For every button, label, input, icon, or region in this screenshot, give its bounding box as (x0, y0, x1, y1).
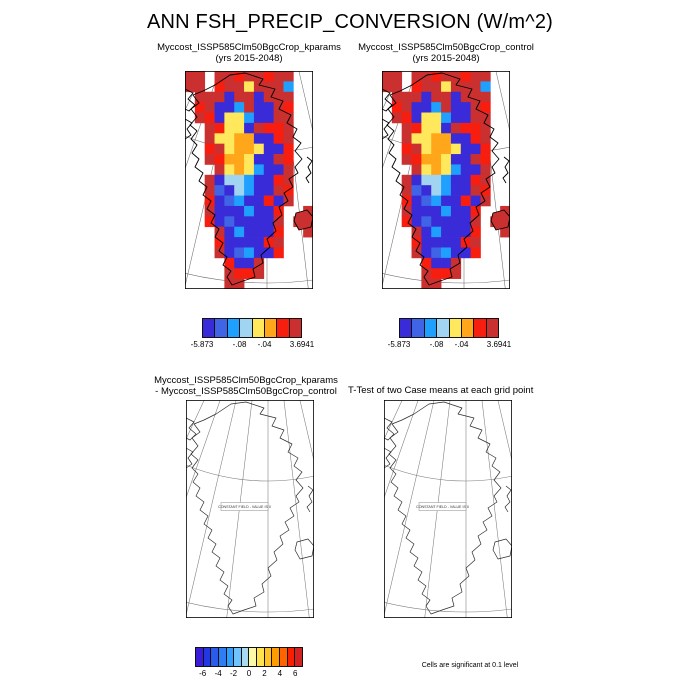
colorbar-upper-left: -5.873 -.08 -.04 3.6941 (191, 318, 315, 354)
map-frame (384, 400, 512, 618)
panel-title-upper-left-line1: Myccost_ISSP585Clm50BgcCrop_kparams (157, 42, 341, 53)
colorbar-segment (423, 318, 438, 338)
colorbar-tick-label: -.08 (232, 340, 247, 349)
colorbar-segment (251, 318, 265, 338)
colorbar-tick-label: -5.873 (387, 340, 411, 349)
colorbar-ticks: -5.873 -.08 -.04 3.6941 (191, 338, 315, 350)
colorbar-tick-label: -6 (199, 669, 207, 678)
colorbar-segment (411, 318, 425, 338)
panel-title-upper-right: Myccost_ISSP585Clm50BgcCrop_control (yrs… (336, 42, 556, 64)
colorbar-bottom: -6 -4 -2 0 2 4 6 (195, 647, 303, 683)
panel-title-upper-left: Myccost_ISSP585Clm50BgcCrop_kparams (yrs… (139, 42, 359, 64)
coastline (185, 72, 313, 286)
colorbar-ticks: -6 -4 -2 0 2 4 6 (195, 667, 303, 679)
colorbar-segment (485, 318, 499, 338)
colorbar-bar (202, 318, 302, 338)
colorbar-segment (263, 318, 278, 338)
data-cells (185, 71, 313, 289)
map-frame (185, 71, 313, 289)
colorbar-segment (460, 318, 475, 338)
colorbar-tick-label: -5.873 (190, 340, 214, 349)
colorbar-tick-label: -.08 (429, 340, 444, 349)
panel-title-lower-right: T-Test of two Case means at each grid po… (348, 385, 534, 396)
map-frame (186, 400, 314, 618)
colorbar-segment (399, 318, 413, 338)
panel-title-lower-left: Myccost_ISSP585Clm50BgcCrop_kparams - My… (135, 375, 357, 397)
colorbar-segment (276, 318, 290, 338)
colorbar-bar (399, 318, 499, 338)
colorbar-segment (436, 318, 450, 338)
coastline (186, 401, 314, 615)
map-frame (382, 71, 510, 289)
colorbar-segment (294, 647, 303, 667)
colorbar-tick-label: -4 (214, 669, 222, 678)
colorbar-tick-label: -2 (230, 669, 238, 678)
colorbar-tick-label: 4 (277, 669, 283, 678)
panel-title-lower-left-line2: - Myccost_ISSP585Clm50BgcCrop_control (155, 385, 337, 397)
panel-title-lower-left-line1: Myccost_ISSP585Clm50BgcCrop_kparams (154, 375, 338, 386)
graticule (384, 400, 512, 618)
data-cells (382, 71, 510, 289)
colorbar-tick-label: 6 (293, 669, 298, 678)
colorbar-bar (195, 647, 303, 667)
colorbar-tick-label: 2 (262, 669, 267, 678)
significance-note: Cells are significant at 0.1 level (421, 662, 519, 669)
map-lower-right: CONSTANT FIELD - VALUE IS 0 (384, 400, 512, 618)
colorbar-tick-label: 3.6941 (486, 340, 512, 349)
colorbar-tick-label: -.04 (257, 340, 272, 349)
coastline (382, 72, 510, 286)
constant-field-label: CONSTANT FIELD - VALUE IS 0 (218, 502, 271, 511)
colorbar-tick-label: -.04 (454, 340, 469, 349)
colorbar-segment (473, 318, 487, 338)
colorbar-segment (288, 318, 302, 338)
colorbar-tick-label: 0 (246, 669, 252, 678)
panel-title-upper-left-line2: (yrs 2015-2048) (215, 52, 283, 64)
svg-text:CONSTANT FIELD - VALUE IS 0: CONSTANT FIELD - VALUE IS 0 (218, 505, 271, 509)
main-title: ANN FSH_PRECIP_CONVERSION (W/m^2) (146, 11, 554, 33)
map-upper-right (382, 71, 510, 289)
colorbar-segment (448, 318, 462, 338)
map-lower-left: CONSTANT FIELD - VALUE IS 0 (186, 400, 314, 618)
colorbar-tick-label: 3.6941 (289, 340, 315, 349)
coastline (384, 401, 512, 615)
svg-text:CONSTANT FIELD - VALUE IS 0: CONSTANT FIELD - VALUE IS 0 (416, 505, 469, 509)
colorbar-segment (202, 318, 216, 338)
colorbar-ticks: -5.873 -.08 -.04 3.6941 (388, 338, 512, 350)
constant-field-label: CONSTANT FIELD - VALUE IS 0 (416, 502, 469, 511)
colorbar-upper-right: -5.873 -.08 -.04 3.6941 (388, 318, 512, 354)
colorbar-segment (239, 318, 253, 338)
colorbar-segment (214, 318, 228, 338)
map-upper-left (185, 71, 313, 289)
panel-title-upper-right-line1: Myccost_ISSP585Clm50BgcCrop_control (358, 42, 534, 53)
panel-title-upper-right-line2: (yrs 2015-2048) (412, 52, 480, 64)
colorbar-segment (226, 318, 241, 338)
